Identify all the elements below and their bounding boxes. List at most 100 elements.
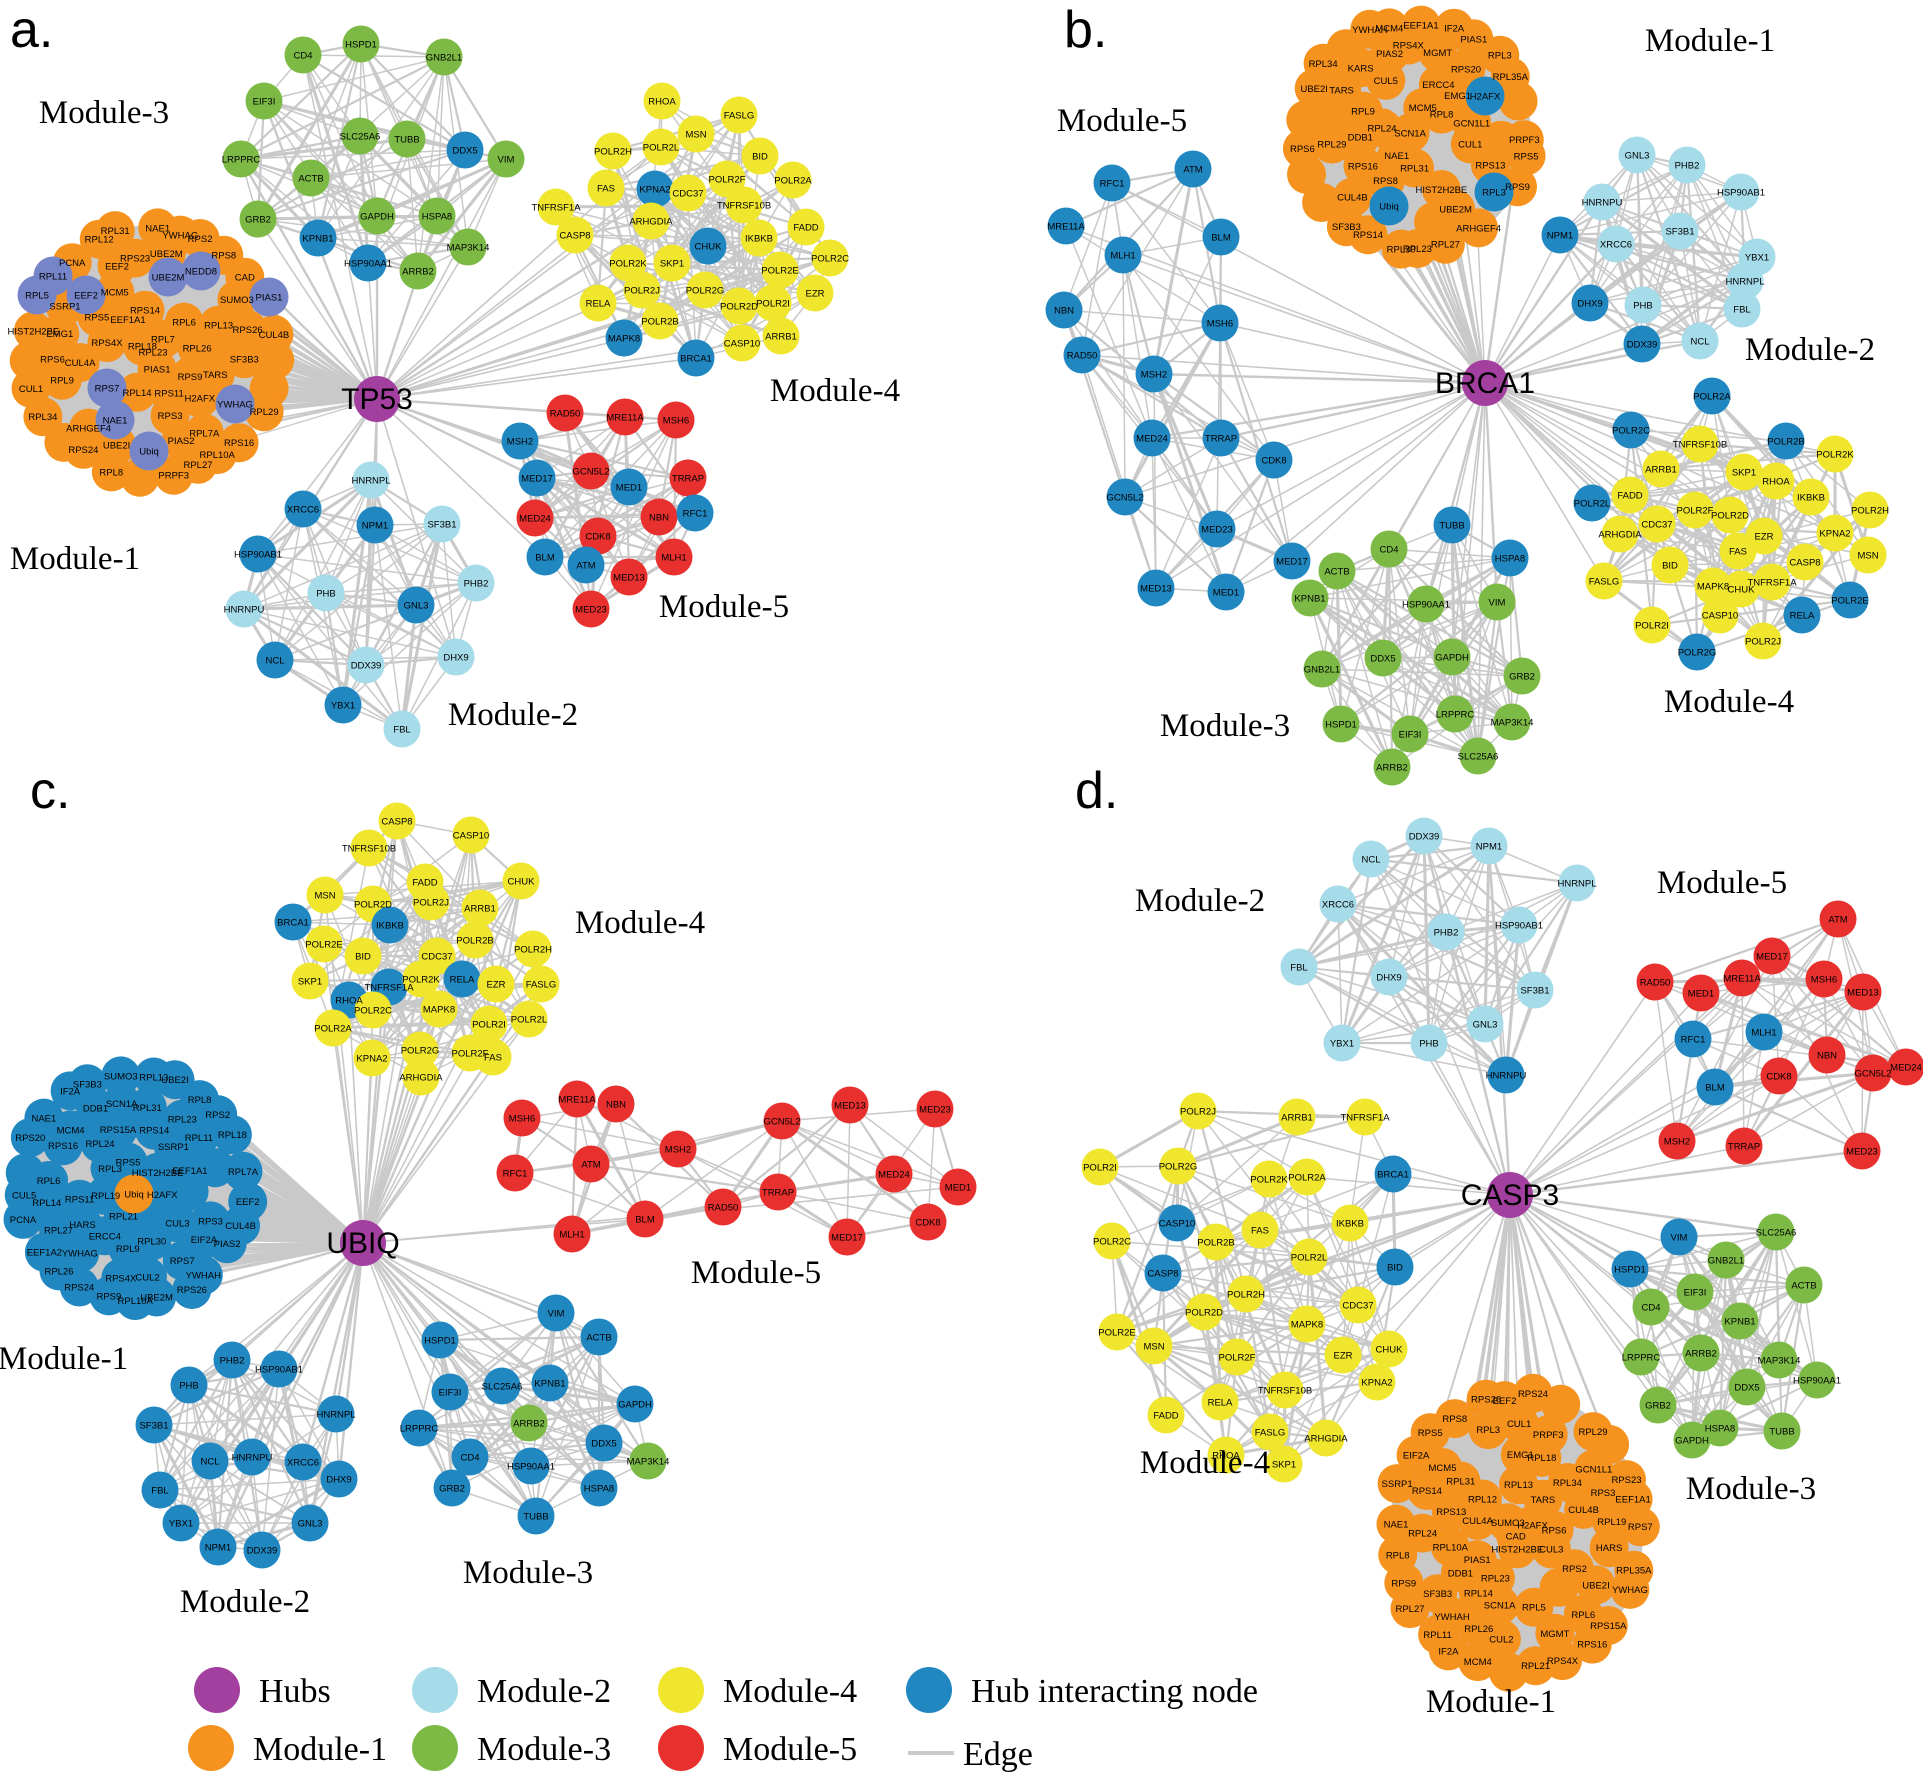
svg-text:ARRB1: ARRB1: [1645, 465, 1677, 476]
svg-text:CHUK: CHUK: [695, 242, 723, 253]
svg-text:RPL8: RPL8: [99, 467, 123, 478]
svg-text:Module-1: Module-1: [1645, 23, 1775, 59]
svg-text:YWHAH: YWHAH: [1434, 1612, 1470, 1623]
svg-text:EIF2A: EIF2A: [1403, 1451, 1430, 1462]
svg-text:KPNB1: KPNB1: [1724, 1317, 1755, 1328]
svg-text:ARRB1: ARRB1: [765, 332, 797, 343]
svg-text:RPL27: RPL27: [44, 1226, 73, 1237]
svg-text:HNRNPU: HNRNPU: [1486, 1071, 1527, 1082]
svg-text:GNL3: GNL3: [1625, 151, 1650, 162]
svg-text:MLH1: MLH1: [661, 553, 686, 564]
svg-text:SLC25A6: SLC25A6: [1458, 752, 1499, 763]
svg-text:POLR2A: POLR2A: [774, 176, 812, 187]
svg-text:NAE1: NAE1: [31, 1114, 56, 1125]
svg-text:DDX5: DDX5: [452, 146, 477, 157]
svg-text:GAPDH: GAPDH: [1675, 1436, 1709, 1447]
svg-text:RPL14: RPL14: [32, 1198, 61, 1209]
svg-text:RPS6: RPS6: [1542, 1526, 1567, 1537]
svg-text:RPL23: RPL23: [1481, 1574, 1510, 1585]
svg-text:POLR2K: POLR2K: [1250, 1175, 1288, 1186]
svg-text:RPL6: RPL6: [37, 1176, 61, 1187]
svg-text:Module-1: Module-1: [253, 1731, 387, 1768]
svg-text:POLR2J: POLR2J: [1180, 1107, 1216, 1118]
svg-text:ARRB2: ARRB2: [1685, 1349, 1717, 1360]
svg-text:MCM5: MCM5: [1429, 1463, 1457, 1474]
svg-text:LRPPRC: LRPPRC: [222, 155, 261, 166]
svg-text:HNRNPL: HNRNPL: [1557, 879, 1596, 890]
svg-text:DHX9: DHX9: [1577, 299, 1602, 310]
svg-text:RPS3: RPS3: [1591, 1488, 1616, 1499]
svg-text:RPL7A: RPL7A: [189, 429, 220, 440]
svg-text:DHX9: DHX9: [443, 653, 468, 664]
svg-text:POLR2D: POLR2D: [354, 900, 392, 911]
svg-text:MAPK8: MAPK8: [608, 334, 640, 345]
svg-text:RPL13: RPL13: [1504, 1480, 1533, 1491]
svg-text:CDC37: CDC37: [1342, 1301, 1373, 1312]
svg-text:RPL26: RPL26: [44, 1266, 73, 1277]
svg-text:RPS3: RPS3: [198, 1216, 223, 1227]
svg-text:RPL34: RPL34: [1553, 1478, 1582, 1489]
svg-text:Module-3: Module-3: [477, 1731, 611, 1768]
svg-text:FBL: FBL: [1733, 305, 1750, 316]
svg-text:UBE2I: UBE2I: [1300, 84, 1327, 95]
svg-text:ARHGEF4: ARHGEF4: [1456, 223, 1501, 234]
svg-text:SF3B3: SF3B3: [230, 354, 259, 365]
svg-text:MSH6: MSH6: [509, 1114, 535, 1125]
svg-text:RPL23: RPL23: [1403, 244, 1432, 255]
svg-text:SLC25A6: SLC25A6: [340, 132, 381, 143]
svg-text:Module-4: Module-4: [1140, 1445, 1270, 1481]
svg-text:MSN: MSN: [685, 130, 706, 141]
svg-text:CASP3: CASP3: [1461, 1179, 1559, 1212]
svg-text:HSPD1: HSPD1: [1614, 1265, 1646, 1276]
svg-text:RPS16: RPS16: [1348, 161, 1378, 172]
svg-text:HNRNPU: HNRNPU: [224, 605, 265, 616]
svg-text:NPM1: NPM1: [362, 521, 388, 532]
svg-text:RPS4X: RPS4X: [91, 338, 123, 349]
svg-text:HNRNPU: HNRNPU: [1582, 198, 1623, 209]
svg-text:MLH1: MLH1: [559, 1230, 584, 1241]
svg-text:ARHGEF4: ARHGEF4: [66, 424, 111, 435]
svg-text:POLR2E: POLR2E: [1098, 1328, 1136, 1339]
svg-text:DDX39: DDX39: [1409, 832, 1440, 843]
svg-text:NCL: NCL: [200, 1457, 219, 1468]
svg-text:MAP3K14: MAP3K14: [447, 243, 490, 254]
svg-text:TUBB: TUBB: [394, 135, 419, 146]
svg-text:NCL: NCL: [265, 656, 284, 667]
svg-text:Module-1: Module-1: [10, 541, 140, 577]
svg-text:CD4: CD4: [1641, 1303, 1660, 1314]
svg-text:HSPA8: HSPA8: [422, 212, 452, 223]
svg-text:GNB2L1: GNB2L1: [426, 53, 462, 64]
svg-text:RPL34: RPL34: [28, 412, 57, 423]
svg-text:KARS: KARS: [1348, 63, 1374, 74]
svg-text:KPNA2: KPNA2: [356, 1054, 387, 1065]
svg-text:RFC1: RFC1: [1681, 1035, 1706, 1046]
svg-text:ACTB: ACTB: [1791, 1281, 1816, 1292]
svg-text:CDC37: CDC37: [1641, 520, 1672, 531]
svg-text:IKBKB: IKBKB: [376, 921, 404, 932]
svg-text:Hubs: Hubs: [259, 1673, 331, 1710]
svg-text:RAD50: RAD50: [1640, 978, 1671, 989]
svg-text:CAD: CAD: [1506, 1531, 1526, 1542]
svg-text:POLR2J: POLR2J: [624, 286, 660, 297]
svg-text:UBE2M: UBE2M: [140, 1293, 173, 1304]
svg-text:CASP8: CASP8: [381, 817, 412, 828]
svg-text:MCM4: MCM4: [1464, 1657, 1492, 1668]
svg-text:DDX5: DDX5: [1734, 1383, 1759, 1394]
svg-text:NCL: NCL: [1361, 855, 1380, 866]
svg-text:TNFRSF10B: TNFRSF10B: [717, 201, 771, 212]
svg-text:KPNB1: KPNB1: [534, 1379, 565, 1390]
svg-text:Ubiq: Ubiq: [139, 447, 159, 458]
svg-text:MAP3K14: MAP3K14: [1758, 1356, 1801, 1367]
svg-text:RPL29: RPL29: [1578, 1427, 1607, 1438]
svg-text:Module-5: Module-5: [723, 1731, 857, 1768]
svg-text:RPL23: RPL23: [168, 1115, 197, 1126]
svg-text:RPS5: RPS5: [1418, 1428, 1443, 1439]
svg-text:POLR2C: POLR2C: [354, 1006, 392, 1017]
svg-text:ARRB2: ARRB2: [1376, 763, 1408, 774]
svg-text:UBE2M: UBE2M: [1439, 205, 1472, 216]
svg-text:SUMO3: SUMO3: [220, 295, 254, 306]
svg-text:RPS20: RPS20: [1451, 64, 1481, 75]
svg-text:HSPD1: HSPD1: [1325, 720, 1357, 731]
svg-text:HSPA8: HSPA8: [1495, 554, 1525, 565]
svg-text:CDK8: CDK8: [915, 1218, 940, 1229]
